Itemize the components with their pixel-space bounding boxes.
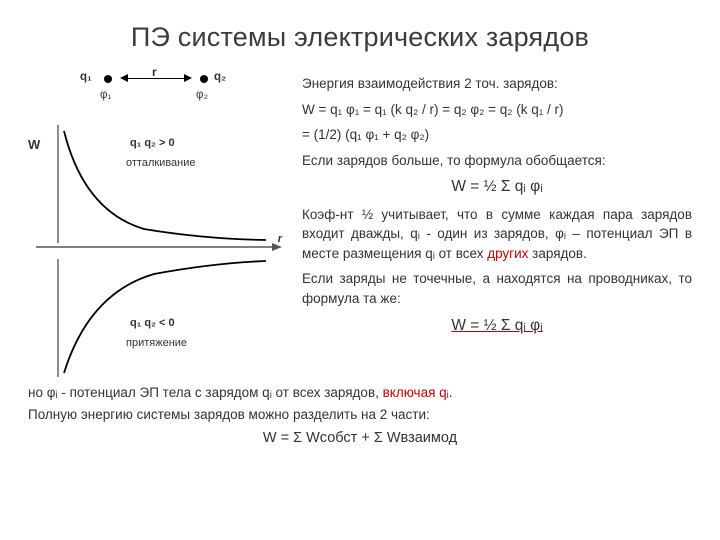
p5: Коэф-нт ½ учитывает, что в сумме каждая … bbox=[302, 205, 692, 264]
phi2-label: φ₂ bbox=[196, 89, 208, 101]
plot-bottom: q₁ q₂ < 0 притяжение bbox=[34, 259, 286, 377]
slide-title: ПЭ системы электрических зарядов bbox=[28, 22, 692, 53]
f1b: . bbox=[449, 385, 453, 400]
diagram-area: W q₁ r q₂ φ₁ φ₂ q₁ q₂ > 0 bbox=[28, 71, 286, 377]
footer-text: но φᵢ - потенциал ЭП тела с зарядом qᵢ о… bbox=[28, 383, 692, 449]
p5b: зарядов. bbox=[532, 246, 587, 261]
p1: Энергия взаимодействия 2 точ. зарядов: bbox=[302, 74, 692, 94]
columns: W q₁ r q₂ φ₁ φ₂ q₁ q₂ > 0 bbox=[28, 71, 692, 377]
r-axis-label: r bbox=[278, 233, 282, 245]
f1: но φᵢ - потенциал ЭП тела с зарядом qᵢ о… bbox=[28, 383, 692, 403]
eq2: W = ½ Σ qᵢ φᵢ bbox=[302, 315, 692, 337]
p6: Если заряды не точечные, а находятся на … bbox=[302, 269, 692, 308]
q2-label: q₂ bbox=[214, 71, 226, 83]
bot-caption: притяжение bbox=[126, 337, 187, 349]
r-label: r bbox=[152, 65, 157, 79]
bot-formula: q₁ q₂ < 0 bbox=[130, 317, 175, 329]
p2: W = q₁ φ₁ = q₁ (k q₂ / r) = q₂ φ₂ = q₂ (… bbox=[302, 100, 692, 120]
text-body: Энергия взаимодействия 2 точ. зарядов: W… bbox=[302, 71, 692, 377]
r-axis: r bbox=[34, 243, 286, 259]
eq1: W = ½ Σ qᵢ φᵢ bbox=[302, 176, 692, 198]
q1-label: q₁ bbox=[80, 71, 92, 83]
top-formula: q₁ q₂ > 0 bbox=[130, 137, 175, 149]
plot-top: q₁ q₂ > 0 отталкивание bbox=[34, 125, 286, 243]
phi1-label: φ₁ bbox=[100, 89, 111, 101]
f3: W = Σ Wсобст + Σ Wвзаимод bbox=[28, 428, 692, 450]
top-caption: отталкивание bbox=[126, 157, 196, 169]
f2: Полную энергию системы зарядов можно раз… bbox=[28, 405, 692, 425]
r-axis-line bbox=[34, 243, 284, 259]
q1-dot bbox=[104, 75, 112, 83]
charge-pair: q₁ r q₂ φ₁ φ₂ bbox=[74, 71, 286, 123]
f1a: но φᵢ - потенциал ЭП тела с зарядом qᵢ о… bbox=[28, 385, 383, 400]
p5-red: других bbox=[487, 246, 532, 261]
p3: = (1/2) (q₁ φ₁ + q₂ φ₂) bbox=[302, 125, 692, 145]
arrow-left bbox=[120, 74, 128, 82]
p4: Если зарядов больше, то формула обобщает… bbox=[302, 151, 692, 171]
arrow-right bbox=[184, 74, 192, 82]
q2-dot bbox=[200, 75, 208, 83]
r-arrow-line bbox=[128, 78, 184, 79]
f1-red: включая qᵢ bbox=[383, 385, 449, 400]
